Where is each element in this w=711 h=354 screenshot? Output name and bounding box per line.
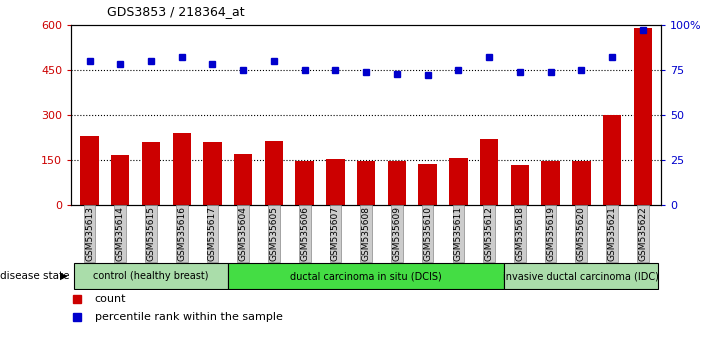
Text: GSM535617: GSM535617 bbox=[208, 206, 217, 261]
Text: GSM535607: GSM535607 bbox=[331, 206, 340, 261]
Text: GSM535606: GSM535606 bbox=[300, 206, 309, 261]
Bar bbox=[326, 159, 345, 205]
Bar bbox=[111, 155, 129, 205]
Text: control (healthy breast): control (healthy breast) bbox=[93, 271, 209, 281]
Bar bbox=[141, 142, 160, 205]
Bar bbox=[603, 115, 621, 205]
Bar bbox=[80, 136, 99, 205]
Text: ▶: ▶ bbox=[60, 271, 68, 281]
Bar bbox=[541, 161, 560, 205]
FancyBboxPatch shape bbox=[228, 263, 505, 289]
Text: GSM535620: GSM535620 bbox=[577, 206, 586, 261]
Bar bbox=[449, 158, 468, 205]
Text: disease state: disease state bbox=[0, 271, 73, 281]
Bar bbox=[510, 165, 529, 205]
Bar bbox=[480, 139, 498, 205]
Bar bbox=[387, 161, 406, 205]
Text: percentile rank within the sample: percentile rank within the sample bbox=[95, 312, 282, 322]
FancyBboxPatch shape bbox=[505, 263, 658, 289]
Text: GDS3853 / 218364_at: GDS3853 / 218364_at bbox=[107, 5, 245, 18]
Text: count: count bbox=[95, 294, 127, 304]
Text: GSM535621: GSM535621 bbox=[608, 206, 616, 261]
Bar bbox=[572, 161, 591, 205]
Text: GSM535616: GSM535616 bbox=[177, 206, 186, 261]
Text: GSM535615: GSM535615 bbox=[146, 206, 156, 261]
Text: GSM535605: GSM535605 bbox=[269, 206, 279, 261]
Text: GSM535612: GSM535612 bbox=[485, 206, 493, 261]
Bar bbox=[203, 142, 222, 205]
Text: GSM535608: GSM535608 bbox=[362, 206, 370, 261]
Bar bbox=[418, 164, 437, 205]
Bar bbox=[264, 141, 283, 205]
Bar bbox=[234, 154, 252, 205]
Text: GSM535614: GSM535614 bbox=[116, 206, 124, 261]
Bar bbox=[634, 28, 652, 205]
Text: GSM535609: GSM535609 bbox=[392, 206, 402, 261]
Bar bbox=[296, 161, 314, 205]
Text: GSM535604: GSM535604 bbox=[239, 206, 247, 261]
Bar bbox=[357, 161, 375, 205]
Bar bbox=[173, 133, 191, 205]
FancyBboxPatch shape bbox=[74, 263, 228, 289]
Text: GSM535611: GSM535611 bbox=[454, 206, 463, 261]
Text: GSM535618: GSM535618 bbox=[515, 206, 524, 261]
Text: GSM535613: GSM535613 bbox=[85, 206, 94, 261]
Text: GSM535619: GSM535619 bbox=[546, 206, 555, 261]
Text: GSM535610: GSM535610 bbox=[423, 206, 432, 261]
Text: invasive ductal carcinoma (IDC): invasive ductal carcinoma (IDC) bbox=[503, 271, 659, 281]
Text: GSM535622: GSM535622 bbox=[638, 206, 647, 261]
Text: ductal carcinoma in situ (DCIS): ductal carcinoma in situ (DCIS) bbox=[290, 271, 442, 281]
